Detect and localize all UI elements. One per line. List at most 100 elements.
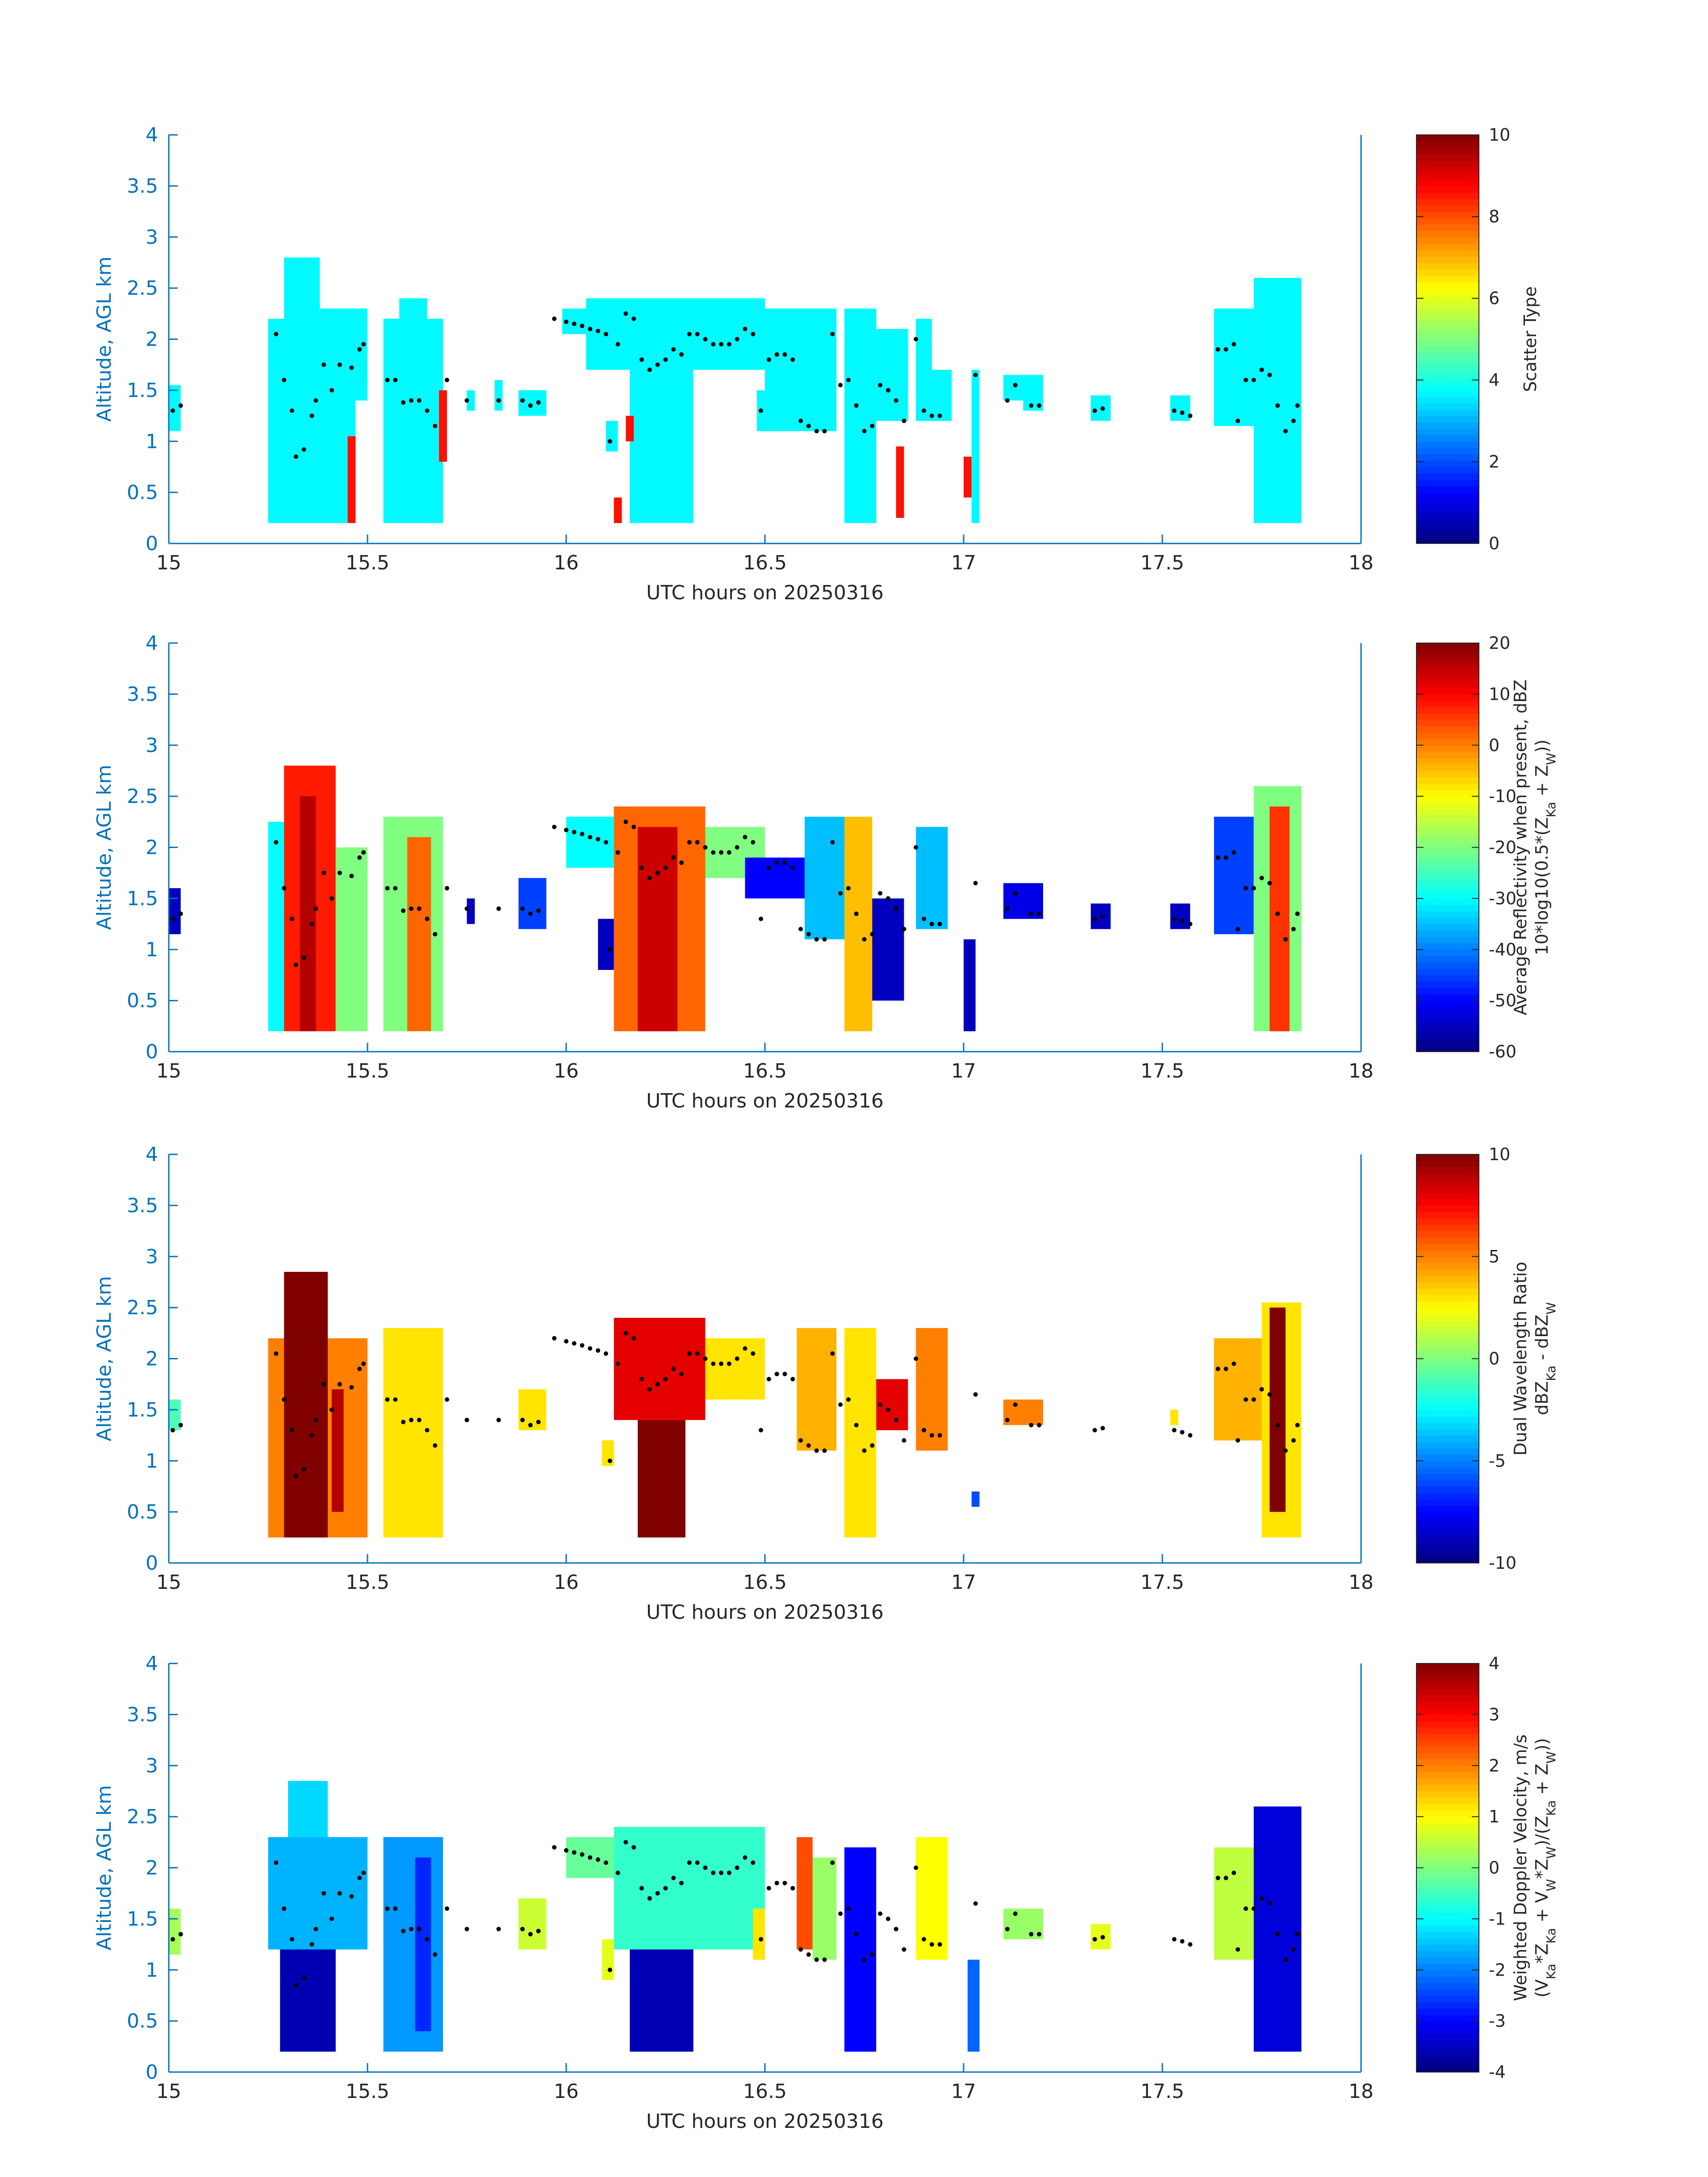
- marker-point: [580, 323, 585, 328]
- marker-point: [580, 1852, 585, 1857]
- heatmap-cell: [598, 919, 614, 970]
- marker-point: [695, 1860, 700, 1865]
- marker-point: [1275, 911, 1280, 916]
- marker-point: [1180, 919, 1185, 923]
- marker-point: [937, 922, 942, 927]
- marker-point: [464, 398, 469, 403]
- colorbar-segment: [1416, 1154, 1479, 1162]
- marker-point: [385, 378, 390, 382]
- marker-point: [433, 423, 438, 428]
- marker-point: [846, 378, 851, 382]
- colorbar-segment: [1416, 243, 1479, 251]
- heatmap-cell: [602, 1939, 614, 1981]
- colorbar-segment: [1416, 752, 1479, 759]
- marker-point: [1100, 915, 1105, 919]
- colorbar-segment: [1416, 1244, 1479, 1251]
- heatmap-cell: [347, 436, 356, 523]
- colorbar-segment: [1416, 1912, 1479, 1919]
- marker-point: [445, 1397, 449, 1402]
- heatmap-cell: [602, 1440, 614, 1466]
- heatmap-cell: [614, 1318, 706, 1420]
- colorbar-segment: [1416, 1842, 1479, 1849]
- marker-point: [922, 916, 926, 921]
- heatmap-cell: [288, 1781, 328, 1837]
- marker-point: [409, 1926, 413, 1931]
- marker-point: [520, 906, 525, 911]
- colorbar-segment: [1416, 1275, 1479, 1283]
- colorbar-segment: [1416, 1161, 1479, 1168]
- colorbar-segment: [1416, 1695, 1479, 1702]
- marker-point: [814, 1448, 819, 1453]
- y-axis-label: Altitude, AGL km: [93, 1785, 116, 1950]
- colorbar-segment: [1416, 269, 1479, 276]
- colorbar-segment: [1416, 1740, 1479, 1747]
- marker-point: [564, 827, 568, 832]
- colorbar-segment: [1416, 1269, 1479, 1276]
- y-tick-label: 3.5: [127, 1703, 158, 1726]
- x-tick-label: 15: [156, 552, 181, 574]
- marker-point: [838, 1911, 843, 1916]
- marker-point: [425, 1937, 430, 1942]
- marker-point: [301, 447, 306, 452]
- y-tick-label: 1.5: [127, 1399, 158, 1421]
- marker-point: [433, 1443, 438, 1448]
- marker-point: [1291, 418, 1296, 423]
- marker-point: [663, 865, 668, 870]
- marker-point: [1236, 1438, 1240, 1443]
- marker-point: [564, 1848, 568, 1853]
- x-tick-label: 17.5: [1140, 1571, 1184, 1594]
- colorbar-tick-label: 2: [1489, 452, 1499, 472]
- colorbar-segment: [1416, 1874, 1479, 1881]
- colorbar-segment: [1416, 498, 1479, 506]
- marker-point: [1037, 1423, 1042, 1428]
- marker-point: [361, 1361, 366, 1366]
- marker-point: [596, 1857, 601, 1862]
- marker-point: [615, 1361, 620, 1366]
- marker-point: [774, 352, 779, 357]
- marker-point: [885, 896, 890, 901]
- marker-point: [1224, 855, 1228, 860]
- colorbar-segment: [1416, 1682, 1479, 1689]
- y-tick-label: 3: [146, 226, 158, 249]
- heatmap-cell: [812, 1857, 837, 1960]
- colorbar-tick-label: 5: [1489, 1247, 1499, 1266]
- colorbar-segment: [1416, 770, 1479, 778]
- colorbar-segment: [1416, 783, 1479, 790]
- marker-point: [1267, 881, 1272, 886]
- marker-point: [385, 1906, 390, 1911]
- marker-point: [727, 850, 731, 855]
- marker-point: [878, 383, 883, 388]
- marker-point: [782, 1880, 787, 1885]
- marker-point: [282, 378, 287, 382]
- heatmap-cell: [467, 898, 475, 924]
- colorbar-tick-label: 20: [1489, 633, 1510, 653]
- marker-point: [623, 311, 628, 316]
- marker-point: [1259, 368, 1264, 372]
- marker-point: [615, 342, 620, 347]
- colorbar-segment: [1416, 1409, 1479, 1417]
- heatmap-cell: [284, 1272, 328, 1538]
- y-tick-label: 1: [146, 430, 158, 453]
- x-tick-label: 17: [951, 1060, 976, 1082]
- marker-point: [496, 906, 501, 911]
- heatmap-cell: [467, 390, 475, 411]
- colorbar-segment: [1416, 1556, 1479, 1563]
- colorbar-segment: [1416, 1007, 1479, 1014]
- marker-point: [520, 398, 525, 403]
- x-tick-label: 16.5: [743, 2080, 787, 2103]
- heatmap-cells: [169, 1781, 1302, 2052]
- marker-point: [727, 1361, 731, 1366]
- marker-point: [1100, 1935, 1105, 1940]
- marker-point: [671, 1366, 676, 1371]
- marker-point: [655, 1382, 660, 1387]
- colorbar-segment: [1416, 1784, 1479, 1792]
- y-tick-label: 2: [146, 328, 158, 351]
- colorbar-segment: [1416, 1797, 1479, 1805]
- colorbar-segment: [1416, 1951, 1479, 1958]
- colorbar-segment: [1416, 256, 1479, 263]
- colorbar-segment: [1416, 1180, 1479, 1187]
- marker-point: [870, 1952, 875, 1957]
- colorbar-segment: [1416, 1301, 1479, 1308]
- marker-point: [1259, 876, 1264, 881]
